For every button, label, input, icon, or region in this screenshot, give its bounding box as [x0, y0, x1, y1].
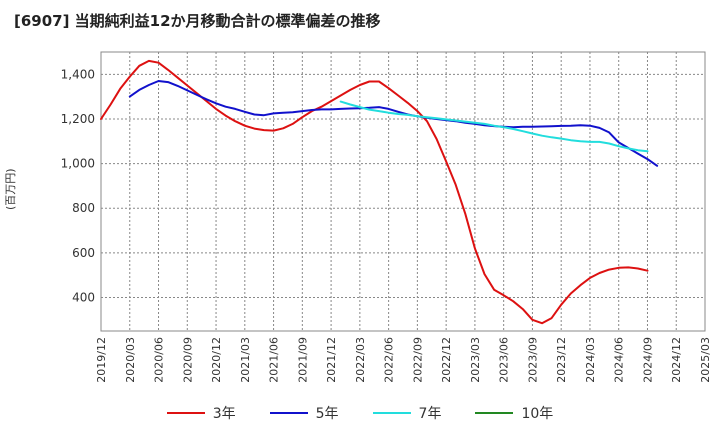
legend-item-3y: 3年 — [166, 403, 236, 423]
series-line-5年 — [128, 80, 659, 167]
y-tick-label: 400 — [72, 291, 95, 305]
line-chart: 400 600 800 1,000 1,200 1,400 2019/12 2020/03 20… — [61, 51, 712, 383]
x-tick-label: 2023/12 — [555, 337, 568, 383]
legend-swatch-5y — [269, 412, 308, 414]
legend-label-10y: 10年 — [521, 406, 554, 422]
x-tick-label: 2025/03 — [699, 337, 712, 383]
series-line-7年 — [339, 100, 649, 153]
x-tick-label: 2022/06 — [383, 337, 396, 383]
x-tick-label: 2019/12 — [95, 337, 108, 383]
x-tick-label: 2020/03 — [124, 337, 137, 383]
plot-area — [100, 51, 706, 332]
x-tick-label: 2021/09 — [296, 337, 309, 383]
legend: 3年 5年 7年 10年 — [0, 403, 720, 423]
x-tick-label: 2020/09 — [181, 337, 194, 383]
x-tick-label: 2024/12 — [670, 337, 683, 383]
x-tick-label: 2024/09 — [641, 337, 654, 383]
legend-swatch-3y — [166, 412, 205, 414]
legend-item-7y: 7年 — [372, 403, 442, 423]
x-tick-label: 2024/06 — [613, 337, 626, 383]
x-tick-label: 2022/12 — [440, 337, 453, 383]
x-tick-label: 2021/12 — [325, 337, 338, 383]
legend-label-5y: 5年 — [315, 406, 339, 422]
series-line-3年 — [100, 59, 649, 325]
x-tick-label: 2021/03 — [239, 337, 252, 383]
y-tick-label: 1,400 — [61, 67, 95, 81]
x-tick-label: 2020/06 — [153, 337, 166, 383]
x-tick-label: 2023/09 — [526, 337, 539, 383]
chart-title: [6907] 当期純利益12か月移動合計の標準偏差の推移 — [14, 12, 381, 30]
legend-item-5y: 5年 — [269, 403, 339, 423]
x-tick-label: 2024/03 — [584, 337, 597, 383]
x-tick-label: 2022/09 — [411, 337, 424, 383]
legend-label-3y: 3年 — [212, 406, 236, 422]
y-tick-label: 600 — [72, 246, 95, 260]
x-tick-label: 2023/06 — [498, 337, 511, 383]
x-tick-label: 2021/06 — [268, 337, 281, 383]
legend-swatch-7y — [372, 412, 411, 414]
legend-label-7y: 7年 — [418, 406, 442, 422]
x-tick-label: 2020/12 — [210, 337, 223, 383]
y-tick-label: 1,200 — [61, 112, 95, 126]
y-tick-label: 1,000 — [61, 157, 95, 171]
x-tick-label: 2023/03 — [469, 337, 482, 383]
legend-item-10y: 10年 — [475, 403, 553, 423]
y-tick-label: 800 — [72, 201, 95, 215]
legend-swatch-10y — [475, 412, 514, 414]
x-tick-label: 2022/03 — [354, 337, 367, 383]
